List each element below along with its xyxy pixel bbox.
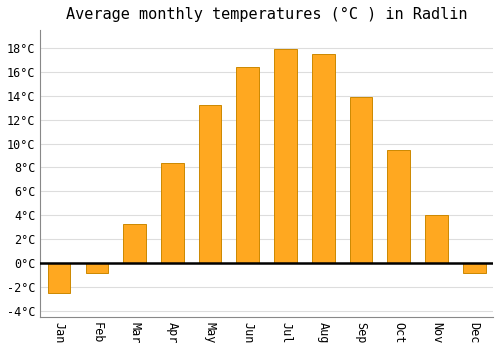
Title: Average monthly temperatures (°C ) in Radlin: Average monthly temperatures (°C ) in Ra… — [66, 7, 468, 22]
Bar — [124, 224, 146, 263]
Bar — [161, 163, 184, 263]
Bar — [199, 105, 222, 263]
Bar — [425, 215, 448, 263]
Bar — [48, 263, 70, 293]
Bar — [350, 97, 372, 263]
Bar — [388, 149, 410, 263]
Bar — [236, 67, 259, 263]
Bar — [86, 263, 108, 273]
Bar — [274, 49, 297, 263]
Bar — [463, 263, 485, 273]
Bar — [312, 54, 334, 263]
